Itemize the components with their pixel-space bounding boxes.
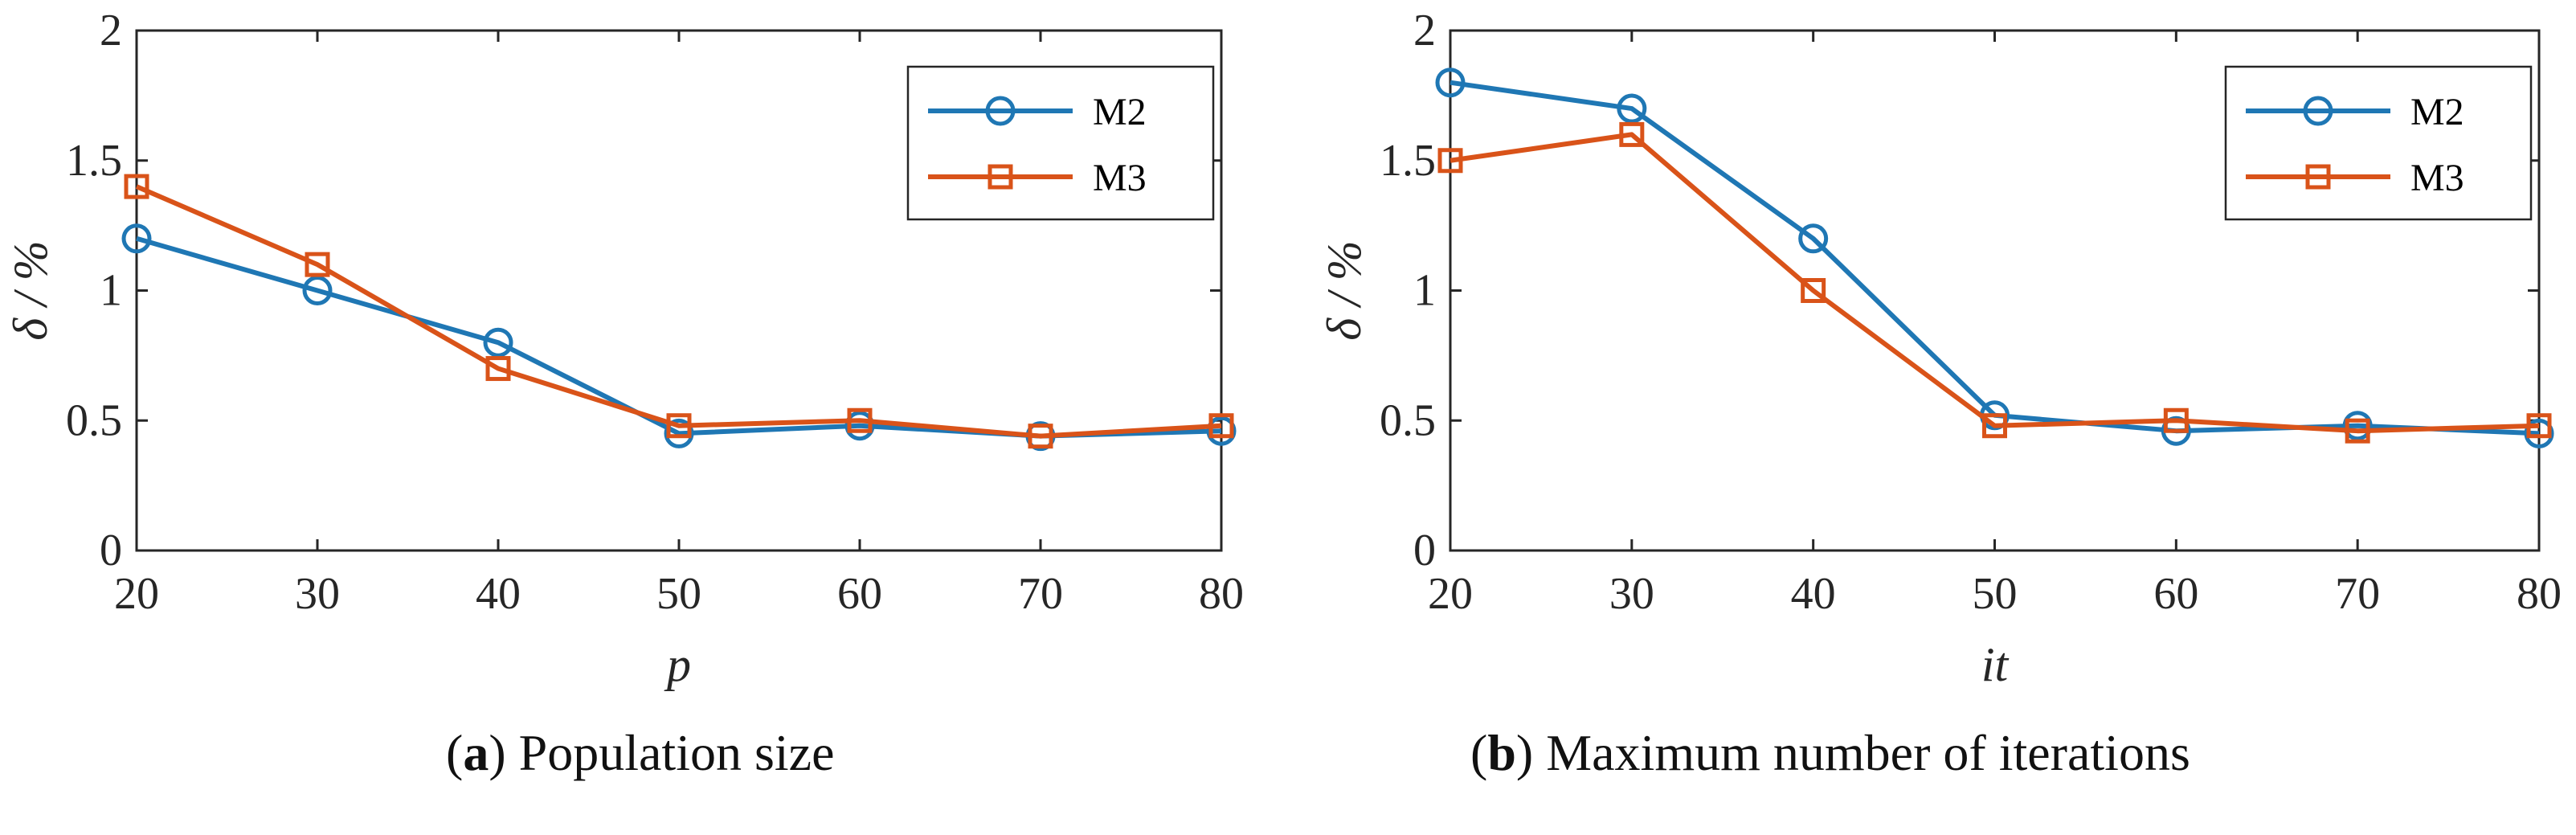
x-tick-label: 80 xyxy=(1199,569,1244,619)
y-tick-label: 1.5 xyxy=(1380,136,1436,186)
data-point-m3 xyxy=(847,407,873,433)
x-axis-label: p xyxy=(664,638,691,691)
y-axis-label: δ / % xyxy=(4,240,57,341)
x-tick-label: 70 xyxy=(2335,569,2380,619)
data-point-m3 xyxy=(1437,148,1463,174)
data-point-m3 xyxy=(2345,418,2370,444)
x-axis-label: it xyxy=(1981,638,2010,691)
y-tick-label: 2 xyxy=(100,6,122,55)
x-tick-label: 30 xyxy=(1609,569,1654,619)
legend-label-m2: M2 xyxy=(1093,91,1147,133)
data-point-m3 xyxy=(1619,121,1645,147)
caption-b-letter: b xyxy=(1487,724,1516,781)
data-point-m2 xyxy=(2342,411,2373,441)
data-point-m2 xyxy=(121,223,152,254)
y-tick-label: 2 xyxy=(1413,6,1436,55)
legend-label-m3: M3 xyxy=(1093,157,1147,199)
data-point-m3 xyxy=(1208,413,1234,439)
data-point-m3 xyxy=(666,413,692,439)
legend-marker-m2 xyxy=(2303,96,2333,126)
y-tick-label: 1 xyxy=(1413,266,1436,316)
x-tick-label: 40 xyxy=(1791,569,1836,619)
legend-label-m3: M3 xyxy=(2410,157,2464,199)
data-point-m2 xyxy=(2524,418,2554,448)
x-tick-label: 60 xyxy=(837,569,882,619)
data-point-m3 xyxy=(2526,413,2552,439)
caption-a-text: Population size xyxy=(518,724,835,781)
legend: M2 M3 xyxy=(2224,65,2533,221)
y-tick-label: 0 xyxy=(100,526,122,575)
y-tick-label: 1 xyxy=(100,266,122,316)
caption-a-letter: a xyxy=(463,724,489,781)
legend-box xyxy=(2224,65,2533,221)
caption-b-text: Maximum number of iterations xyxy=(1546,724,2190,781)
data-point-m3 xyxy=(2163,407,2189,433)
y-tick-label: 0.5 xyxy=(1380,395,1436,445)
legend-label-m2: M2 xyxy=(2410,91,2464,133)
y-tick-label: 0.5 xyxy=(66,395,122,445)
caption-b: (b) Maximum number of iterations xyxy=(1470,724,2190,781)
legend: M2 M3 xyxy=(906,65,1215,221)
x-tick-label: 30 xyxy=(295,569,340,619)
data-point-m2 xyxy=(302,276,333,305)
x-tick-label: 50 xyxy=(656,569,701,619)
data-point-m3 xyxy=(305,252,330,277)
legend-marker-m3 xyxy=(987,164,1013,190)
chart-panel-b: 0 0.5 1 1.5 2 20 30 40 50 60 70 80 it δ / % M2 M3 xyxy=(1318,6,2562,691)
x-tick-label: 20 xyxy=(1428,569,1473,619)
data-point-m3 xyxy=(1028,424,1053,449)
series-line-m3 xyxy=(135,184,1222,439)
x-tick-label: 70 xyxy=(1018,569,1063,619)
data-point-m3 xyxy=(485,356,511,382)
chart-panel-a: 0 0.5 1 1.5 2 20 30 40 50 60 70 80 p δ / % M2 M3 xyxy=(4,6,1244,691)
x-tick-label: 60 xyxy=(2153,569,2198,619)
x-tick-label: 50 xyxy=(1973,569,2018,619)
data-point-m2 xyxy=(1435,68,1466,98)
data-point-m2 xyxy=(1798,223,1829,254)
data-point-m3 xyxy=(1982,413,2007,439)
data-point-m3 xyxy=(1801,278,1826,303)
y-tick-label: 1.5 xyxy=(66,136,122,186)
data-point-m2 xyxy=(664,418,694,448)
series-line-m3 xyxy=(1450,132,2540,434)
x-tick-label: 20 xyxy=(114,569,159,619)
data-point-m2 xyxy=(844,411,875,441)
y-axis-label: δ / % xyxy=(1318,240,1371,341)
data-point-m3 xyxy=(124,174,149,199)
y-tick-label: 0 xyxy=(1413,526,1436,575)
x-tick-label: 80 xyxy=(2517,569,2562,619)
data-point-m2 xyxy=(1206,415,1237,446)
x-tick-label: 40 xyxy=(476,569,521,619)
data-point-m2 xyxy=(483,327,513,358)
legend-box xyxy=(906,65,1215,221)
legend-marker-m3 xyxy=(2305,164,2331,190)
data-point-m2 xyxy=(2161,415,2191,446)
data-point-m2 xyxy=(1617,93,1647,124)
legend-marker-m2 xyxy=(985,96,1016,126)
caption-a: (a) Population size xyxy=(446,724,835,781)
